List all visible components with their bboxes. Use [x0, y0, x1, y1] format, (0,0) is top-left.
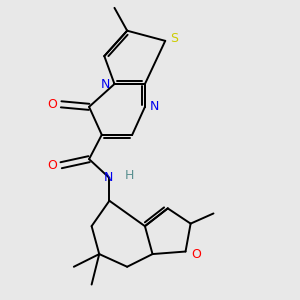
Text: O: O — [47, 159, 57, 172]
Text: N: N — [100, 77, 110, 91]
Text: O: O — [191, 248, 201, 261]
Text: N: N — [149, 100, 159, 113]
Text: O: O — [47, 98, 57, 111]
Text: S: S — [170, 32, 178, 45]
Text: N: N — [104, 171, 113, 184]
Text: H: H — [125, 169, 134, 182]
